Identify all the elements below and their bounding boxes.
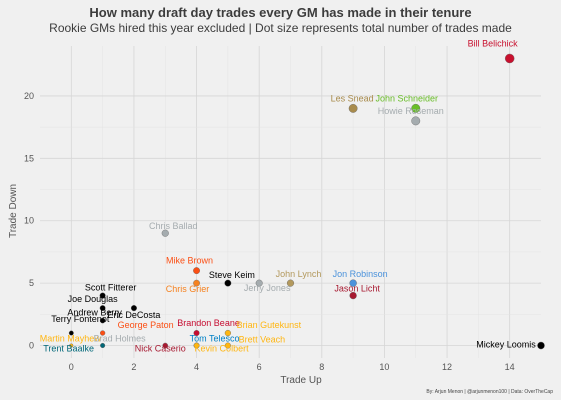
point-label: Terry Fontenot [51,314,110,324]
point-label: Mickey Loomis [476,340,536,350]
point-label: Joe Douglas [68,294,119,304]
point-labels: Bill Belichick Les Snead John Schneider How… [40,38,536,353]
point-label: John Lynch [276,269,322,279]
data-points [68,53,545,350]
point-label: Chris Ballad [149,221,198,231]
point-label: Steve Keim [209,270,255,280]
y-tick-label: 10 [24,216,34,226]
data-point [99,292,106,299]
point-label: Brett Veach [239,335,286,345]
data-point [99,330,106,336]
data-point [411,103,421,113]
data-point [255,279,263,287]
data-point [349,279,357,287]
x-tick-label: 8 [319,362,324,372]
data-point [193,279,200,287]
chart-title: How many draft day trades every GM has m… [89,5,472,20]
data-point [286,279,295,287]
data-point [411,116,421,126]
data-point [99,317,106,324]
chart-subtitle: Rookie GMs hired this year excluded | Do… [49,21,512,35]
point-label: Scott Fitterer [85,283,137,293]
data-point [224,329,231,337]
data-point [349,291,357,300]
y-tick-label: 20 [24,91,34,101]
data-point [224,279,232,287]
data-point [193,330,200,337]
point-label: Kevin Colbert [195,344,250,354]
data-point [68,330,74,336]
data-point [99,305,106,311]
y-tick-label: 0 [29,341,34,351]
data-point [193,267,200,275]
data-point [537,341,545,350]
data-point [348,104,358,113]
data-point [224,342,231,349]
point-label: Bill Belichick [468,38,519,48]
x-tick-label: 4 [194,362,199,372]
point-label: Brandon Beane [177,318,240,328]
data-point [69,343,74,348]
point-label: Brad Holmes [94,334,147,344]
data-point [193,342,200,349]
y-tick-label: 15 [24,153,34,163]
point-label: Trent Baalke [43,344,94,354]
y-tick-label: 5 [29,278,34,288]
data-point [100,343,106,348]
point-label: John Schneider [375,93,438,103]
x-axis-title: Trade Up [280,375,322,386]
point-label: Tom Telesco [190,334,240,344]
point-label: Howie Roseman [378,106,444,116]
point-label: Martin Mayhew [40,334,102,344]
point-label: Eric DeCosta [107,310,160,320]
axes: 0 2 4 6 8 10 12 14 0 5 10 15 20 [24,91,515,372]
point-label: Les Snead [331,93,374,103]
y-axis-title: Trade Down [8,184,19,238]
x-tick-label: 12 [442,362,452,372]
point-label: Jason Licht [334,284,380,294]
chart-caption: By: Arjun Menon | @arjunmenon100 | Data:… [426,389,553,395]
data-point [161,229,169,237]
point-label: Chris Grier [166,284,210,294]
x-tick-label: 0 [69,362,74,372]
data-point [130,305,137,312]
point-label: Nick Caserio [135,344,186,354]
point-label: Andrew Berry [67,308,122,318]
point-label: Jon Robinson [333,269,388,279]
point-label: Jerry Jones [244,283,291,293]
point-label: Mike Brown [166,256,213,266]
data-point [162,342,169,349]
x-tick-label: 2 [131,362,136,372]
data-point [504,53,515,64]
x-tick-label: 6 [257,362,262,372]
x-tick-label: 14 [505,362,515,372]
point-label: George Paton [118,320,174,330]
x-tick-label: 10 [379,362,389,372]
point-label: Brian Gutekunst [237,320,302,330]
